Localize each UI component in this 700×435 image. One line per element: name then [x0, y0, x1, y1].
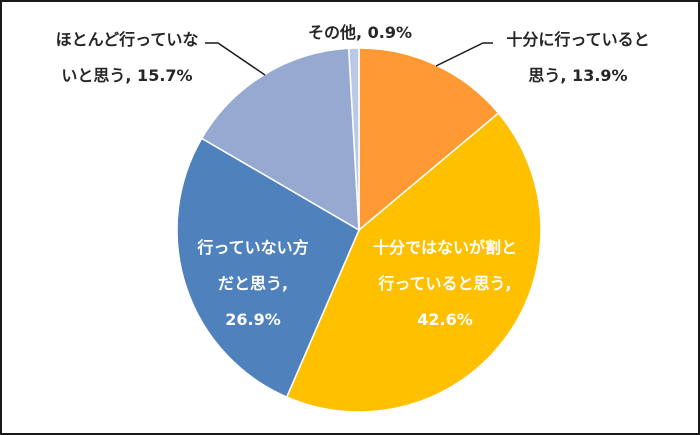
label-sufficient: 十分に行っていると 思う, 13.9%	[488, 22, 668, 94]
label-hardly: ほとんど行っていな いと思う, 15.7%	[22, 22, 232, 94]
leader-line-hardly	[205, 42, 266, 76]
label-not-much: 行っていない方 だと思う, 26.9%	[178, 230, 328, 338]
label-fairly-line1: 十分ではないが割と	[372, 238, 517, 257]
label-not-much-line1: 行っていない方	[197, 238, 309, 257]
slice-sufficient	[358, 47, 500, 232]
label-not-much-line2: だと思う,	[217, 274, 289, 293]
label-sufficient-line2: 思う, 13.9%	[528, 66, 628, 85]
label-hardly-line2: いと思う, 15.7%	[61, 66, 193, 85]
label-fairly: 十分ではないが割と 行っていると思う, 42.6%	[355, 230, 535, 338]
label-sufficient-line1: 十分に行っていると	[506, 30, 650, 49]
label-other: その他, 0.9%	[285, 15, 435, 51]
label-fairly-line3: 42.6%	[417, 310, 473, 329]
label-other-line1: その他, 0.9%	[307, 23, 413, 42]
label-hardly-line1: ほとんど行っていな	[55, 30, 199, 49]
label-not-much-line3: 26.9%	[225, 310, 281, 329]
slice-other	[347, 47, 360, 231]
label-fairly-line2: 行っていると思う,	[378, 274, 512, 293]
slice-not-much	[176, 137, 360, 399]
slice-fairly	[285, 112, 542, 413]
leader-line-sufficient	[435, 42, 493, 67]
